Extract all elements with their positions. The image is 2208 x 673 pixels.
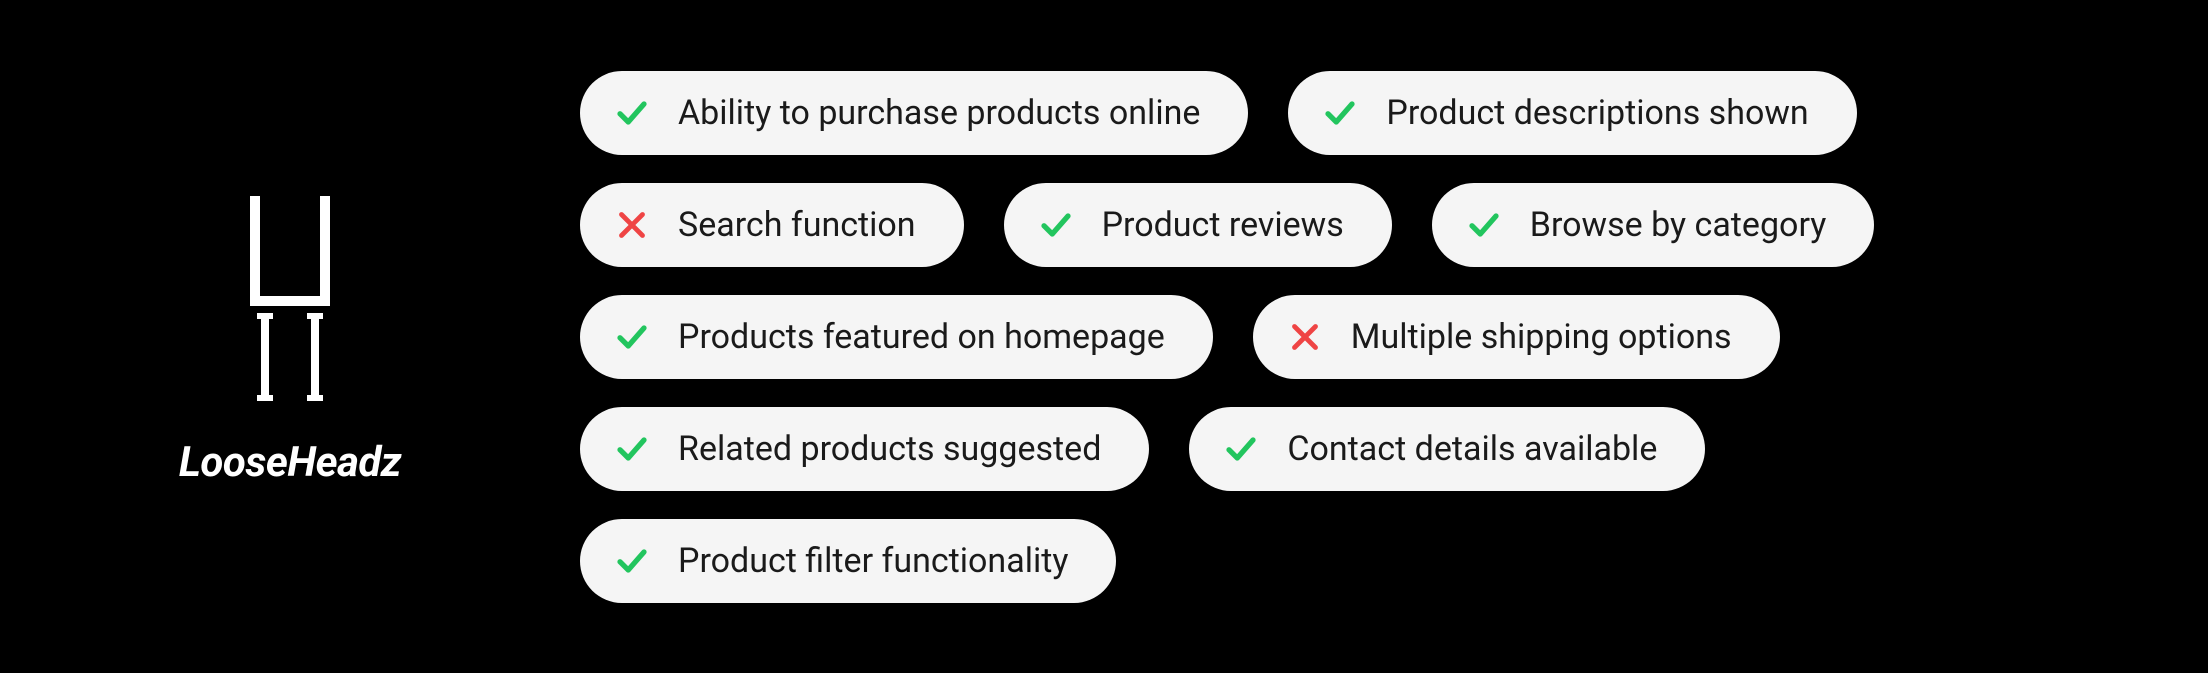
feature-label: Contact details available [1287, 429, 1657, 469]
feature-label: Ability to purchase products online [678, 93, 1200, 133]
feature-pill: Product reviews [1004, 183, 1392, 267]
check-icon [1466, 207, 1502, 243]
feature-row: Related products suggested Contact detai… [580, 407, 2148, 491]
feature-label: Browse by category [1530, 205, 1827, 245]
feature-pill: Ability to purchase products online [580, 71, 1248, 155]
logo-block: LooseHeadz [179, 186, 401, 487]
feature-label: Product filter functionality [678, 541, 1068, 581]
feature-row: Products featured on homepage Multiple s… [580, 295, 2148, 379]
feature-row: Product filter functionality [580, 519, 2148, 603]
feature-label: Product reviews [1102, 205, 1344, 245]
feature-row: Search function Product reviews Browse b… [580, 183, 2148, 267]
feature-pill: Browse by category [1432, 183, 1875, 267]
check-icon [1223, 431, 1259, 467]
feature-pill: Related products suggested [580, 407, 1149, 491]
feature-label: Search function [678, 205, 916, 245]
feature-pill: Product filter functionality [580, 519, 1116, 603]
check-icon [1322, 95, 1358, 131]
brand-panel: LooseHeadz [0, 0, 580, 673]
feature-label: Products featured on homepage [678, 317, 1165, 357]
feature-row: Ability to purchase products online Prod… [580, 71, 2148, 155]
brand-name: LooseHeadz [179, 438, 401, 487]
feature-pill: Multiple shipping options [1253, 295, 1780, 379]
check-icon [614, 319, 650, 355]
goalpost-icon [215, 186, 365, 426]
check-icon [614, 543, 650, 579]
feature-label: Product descriptions shown [1386, 93, 1808, 133]
feature-list: Ability to purchase products online Prod… [580, 0, 2208, 673]
page-root: LooseHeadz Ability to purchase products … [0, 0, 2208, 673]
check-icon [614, 431, 650, 467]
feature-pill: Contact details available [1189, 407, 1705, 491]
feature-pill: Product descriptions shown [1288, 71, 1856, 155]
feature-label: Multiple shipping options [1351, 317, 1732, 357]
feature-pill: Products featured on homepage [580, 295, 1213, 379]
check-icon [614, 95, 650, 131]
check-icon [1038, 207, 1074, 243]
x-icon [614, 207, 650, 243]
feature-pill: Search function [580, 183, 964, 267]
feature-label: Related products suggested [678, 429, 1101, 469]
x-icon [1287, 319, 1323, 355]
